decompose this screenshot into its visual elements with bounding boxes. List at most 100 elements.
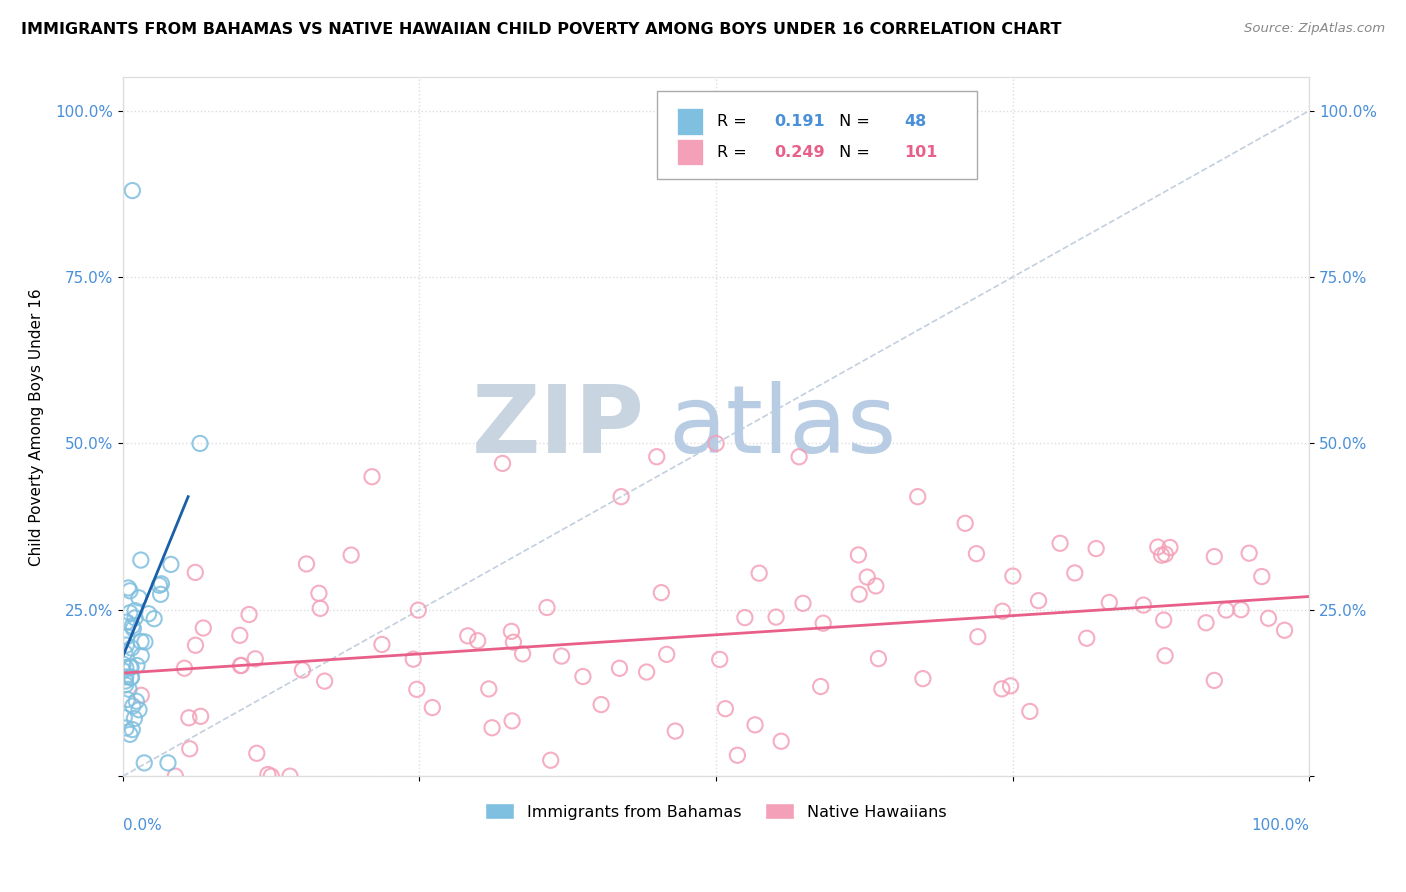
- Point: [114, 646, 136, 660]
- Point: [295, 557, 318, 571]
- Point: [610, 490, 633, 504]
- Point: [725, 748, 748, 763]
- Point: [120, 671, 142, 685]
- Point: [1204, 673, 1226, 688]
- Point: [1018, 705, 1040, 719]
- Point: [184, 638, 207, 652]
- Point: [1098, 595, 1121, 609]
- Point: [128, 703, 150, 717]
- Point: [129, 689, 152, 703]
- Point: [1195, 615, 1218, 630]
- Point: [246, 747, 269, 761]
- Point: [114, 660, 136, 674]
- Point: [129, 634, 152, 648]
- Point: [125, 658, 148, 673]
- Point: [744, 718, 766, 732]
- Point: [991, 681, 1014, 696]
- Text: atlas: atlas: [669, 381, 897, 473]
- Point: [1159, 541, 1181, 555]
- Point: [115, 692, 138, 706]
- Point: [811, 616, 834, 631]
- Point: [787, 450, 810, 464]
- Point: [1000, 679, 1022, 693]
- Point: [1257, 611, 1279, 625]
- Point: [1076, 631, 1098, 645]
- Point: [1274, 624, 1296, 638]
- Text: R =: R =: [717, 145, 752, 160]
- Point: [591, 698, 613, 712]
- FancyBboxPatch shape: [676, 139, 703, 166]
- Point: [856, 570, 879, 584]
- Point: [129, 553, 152, 567]
- Point: [361, 469, 384, 483]
- Point: [309, 601, 332, 615]
- Text: Source: ZipAtlas.com: Source: ZipAtlas.com: [1244, 22, 1385, 36]
- Point: [770, 734, 793, 748]
- Text: 100.0%: 100.0%: [1251, 818, 1309, 833]
- Point: [966, 630, 988, 644]
- Point: [714, 701, 737, 715]
- Point: [1153, 613, 1175, 627]
- Point: [1132, 598, 1154, 612]
- Point: [128, 591, 150, 605]
- Point: [308, 586, 330, 600]
- Point: [148, 578, 170, 592]
- Point: [650, 585, 672, 599]
- Point: [173, 661, 195, 675]
- Point: [1049, 536, 1071, 550]
- Point: [118, 727, 141, 741]
- Point: [115, 615, 138, 629]
- Point: [991, 604, 1014, 618]
- Point: [231, 658, 253, 673]
- Point: [467, 633, 489, 648]
- Point: [291, 663, 314, 677]
- Point: [848, 548, 870, 562]
- Point: [536, 600, 558, 615]
- Point: [115, 638, 138, 652]
- Point: [792, 596, 814, 610]
- Point: [810, 680, 832, 694]
- Point: [121, 619, 143, 633]
- Point: [184, 566, 207, 580]
- Point: [501, 624, 523, 639]
- Point: [512, 647, 534, 661]
- Point: [121, 723, 143, 737]
- Point: [134, 756, 156, 770]
- Point: [645, 450, 668, 464]
- Text: N =: N =: [834, 114, 875, 129]
- Point: [340, 548, 363, 562]
- FancyBboxPatch shape: [676, 108, 703, 135]
- Point: [121, 184, 143, 198]
- Point: [124, 604, 146, 618]
- Text: N =: N =: [834, 145, 875, 160]
- Point: [314, 674, 336, 689]
- Point: [402, 652, 425, 666]
- Point: [1230, 603, 1253, 617]
- Point: [540, 753, 562, 767]
- Point: [848, 587, 870, 601]
- Point: [129, 648, 152, 663]
- Point: [907, 490, 929, 504]
- Point: [457, 629, 479, 643]
- Text: ZIP: ZIP: [472, 381, 645, 473]
- Point: [1204, 549, 1226, 564]
- Text: 48: 48: [904, 114, 927, 129]
- Point: [188, 436, 211, 450]
- Y-axis label: Child Poverty Among Boys Under 16: Child Poverty Among Boys Under 16: [30, 288, 44, 566]
- Point: [229, 628, 252, 642]
- Point: [165, 769, 187, 783]
- Point: [260, 769, 283, 783]
- Point: [550, 649, 572, 664]
- Point: [115, 721, 138, 735]
- Point: [748, 566, 770, 581]
- Point: [238, 607, 260, 622]
- Point: [179, 741, 201, 756]
- Point: [120, 660, 142, 674]
- Point: [257, 767, 280, 781]
- Point: [765, 610, 787, 624]
- Point: [865, 579, 887, 593]
- Point: [278, 769, 301, 783]
- Point: [704, 436, 727, 450]
- Point: [124, 712, 146, 726]
- Point: [115, 630, 138, 644]
